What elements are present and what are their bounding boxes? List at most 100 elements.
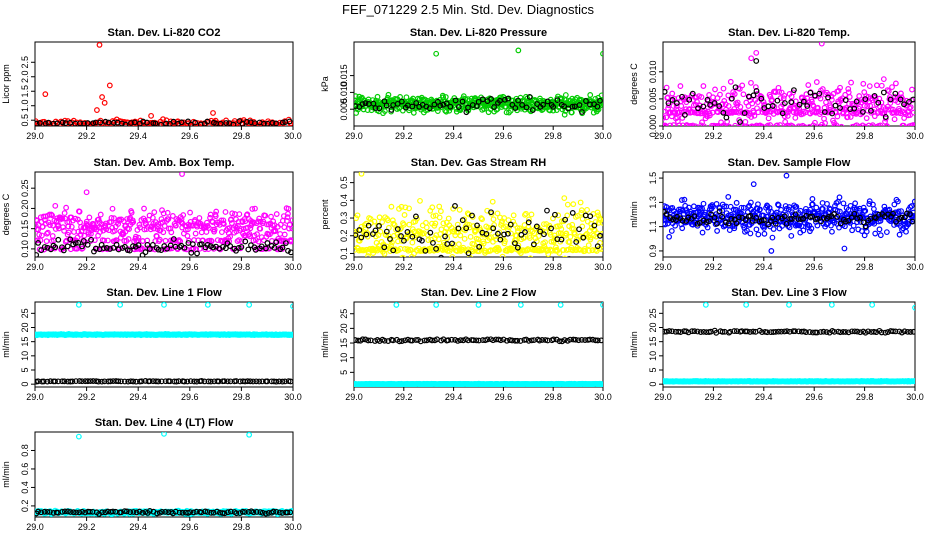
x-tick-label: 29.0 bbox=[345, 392, 363, 402]
data-point bbox=[901, 101, 907, 108]
data-point bbox=[529, 107, 536, 113]
data-point bbox=[480, 240, 487, 247]
data-point bbox=[118, 120, 125, 126]
data-point bbox=[875, 99, 882, 106]
data-point bbox=[862, 207, 869, 214]
data-point bbox=[890, 328, 896, 335]
data-point bbox=[883, 123, 890, 126]
data-point bbox=[440, 101, 447, 108]
plot-frame bbox=[34, 431, 294, 518]
data-point bbox=[594, 337, 601, 344]
data-point bbox=[663, 114, 670, 121]
y-tick-label: 15 bbox=[648, 337, 658, 347]
y-tick-label: 0.4 bbox=[339, 194, 349, 207]
data-point bbox=[876, 226, 883, 233]
data-point bbox=[570, 201, 577, 208]
points-layer bbox=[354, 47, 603, 118]
data-point bbox=[910, 122, 915, 126]
data-point bbox=[383, 102, 390, 109]
x-tick-label: 29.4 bbox=[445, 262, 463, 272]
data-point bbox=[749, 217, 756, 224]
x-tick-label: 29.6 bbox=[495, 131, 513, 141]
data-point bbox=[155, 246, 162, 253]
data-point bbox=[753, 214, 760, 221]
y-axis-label: degrees C bbox=[1, 193, 11, 235]
data-point bbox=[907, 104, 914, 110]
data-point bbox=[891, 116, 898, 123]
data-point bbox=[786, 328, 793, 335]
data-point bbox=[497, 337, 504, 344]
data-point bbox=[282, 240, 289, 246]
x-tick-label: 29.0 bbox=[26, 262, 44, 272]
data-point bbox=[397, 226, 403, 233]
points-layer bbox=[35, 432, 293, 517]
data-point bbox=[854, 215, 861, 222]
data-point bbox=[273, 239, 280, 246]
data-point bbox=[52, 244, 59, 251]
data-point bbox=[167, 225, 174, 232]
data-point bbox=[168, 229, 175, 236]
x-tick-label: 30.0 bbox=[594, 392, 612, 402]
data-point bbox=[290, 303, 293, 310]
data-point bbox=[723, 114, 730, 121]
data-point bbox=[135, 123, 142, 126]
data-point bbox=[213, 208, 220, 215]
data-point bbox=[911, 378, 915, 384]
data-point bbox=[679, 217, 686, 224]
y-axis-label: ml/min bbox=[1, 461, 11, 488]
data-point bbox=[577, 199, 584, 206]
data-point bbox=[35, 240, 42, 246]
data-point bbox=[262, 212, 269, 219]
chart-title: Stan. Dev. Li-820 Pressure bbox=[410, 27, 547, 39]
data-point bbox=[245, 232, 252, 238]
x-tick-label: 29.2 bbox=[705, 392, 723, 402]
x-tick-label: 29.8 bbox=[856, 392, 874, 402]
data-point bbox=[254, 231, 260, 238]
data-point bbox=[497, 236, 504, 243]
data-point bbox=[422, 247, 429, 254]
data-point bbox=[882, 329, 889, 336]
data-point bbox=[227, 233, 234, 240]
data-point bbox=[399, 338, 405, 344]
data-point bbox=[452, 97, 459, 104]
data-point bbox=[544, 207, 550, 214]
data-point bbox=[750, 123, 756, 126]
data-point bbox=[442, 94, 449, 100]
data-point bbox=[851, 210, 858, 217]
data-point bbox=[388, 107, 395, 113]
data-point bbox=[757, 93, 764, 99]
data-point bbox=[837, 208, 843, 215]
data-point bbox=[547, 107, 553, 114]
data-point bbox=[685, 329, 692, 336]
data-point bbox=[892, 80, 899, 87]
data-point bbox=[512, 337, 519, 344]
series-secondary bbox=[35, 378, 293, 385]
data-point bbox=[400, 255, 407, 257]
data-point bbox=[178, 219, 185, 226]
data-point bbox=[95, 378, 102, 385]
data-point bbox=[757, 206, 763, 213]
y-tick-label: 5 bbox=[20, 367, 30, 372]
data-point bbox=[247, 378, 254, 385]
data-point bbox=[580, 234, 587, 241]
data-point bbox=[759, 123, 765, 126]
data-point bbox=[130, 219, 137, 226]
data-point bbox=[560, 218, 567, 225]
data-point bbox=[795, 123, 802, 126]
data-point bbox=[113, 241, 120, 248]
data-point bbox=[204, 241, 211, 248]
data-point bbox=[396, 338, 403, 345]
data-point bbox=[91, 237, 98, 244]
data-point bbox=[512, 105, 519, 111]
plot-frame bbox=[34, 171, 294, 258]
data-point bbox=[880, 76, 887, 83]
data-point bbox=[775, 202, 782, 209]
plot-frame bbox=[662, 301, 916, 388]
data-point bbox=[797, 207, 804, 214]
x-tick-label: 29.4 bbox=[755, 262, 773, 272]
data-point bbox=[767, 122, 774, 126]
data-point bbox=[741, 110, 748, 116]
data-point bbox=[696, 220, 703, 226]
data-point bbox=[238, 238, 245, 245]
